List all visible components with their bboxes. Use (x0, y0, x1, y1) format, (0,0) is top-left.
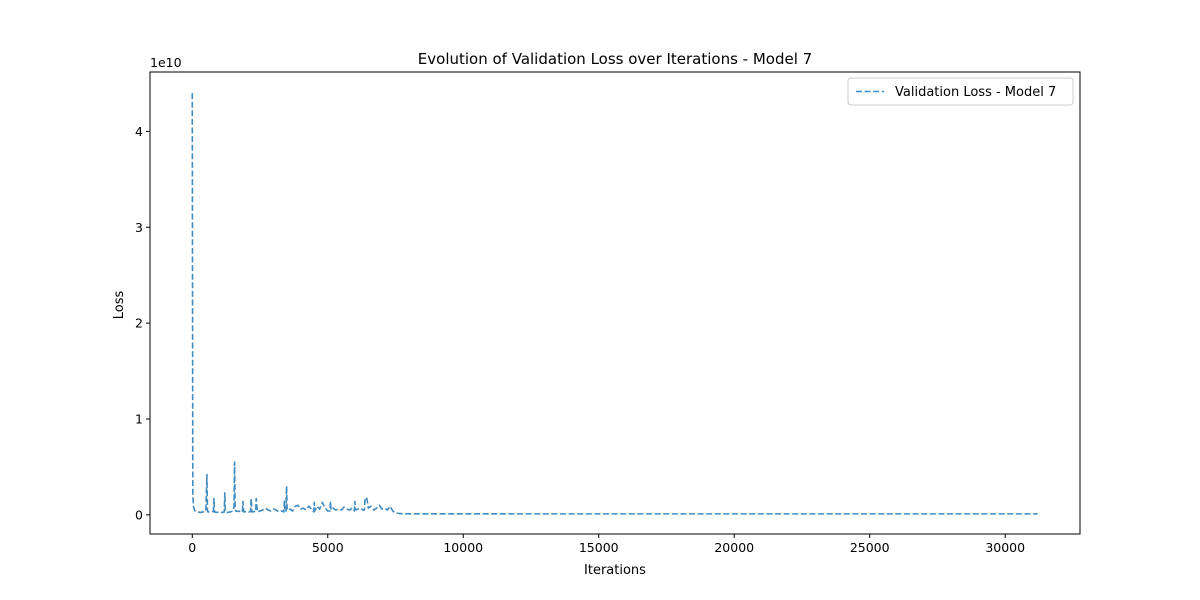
plot-area (191, 93, 1038, 515)
x-tick-label: 30000 (985, 540, 1025, 555)
x-tick-label: 15000 (579, 540, 619, 555)
legend-entry-label: Validation Loss - Model 7 (895, 85, 1056, 100)
legend: Validation Loss - Model 7 (847, 77, 1074, 106)
legend-box (847, 77, 1074, 106)
x-axis-label: Iterations (584, 563, 646, 578)
y-scale-label: 1e10 (150, 55, 182, 70)
x-tick-label: 20000 (714, 540, 754, 555)
y-tick-label: 3 (135, 220, 143, 235)
y-tick-label: 2 (135, 316, 143, 331)
y-axis-label: Loss (112, 291, 127, 320)
y-tick-label: 0 (135, 507, 143, 522)
x-tick-label: 0 (188, 540, 196, 555)
x-axis: 0 5000 10000 15000 20000 25000 30000 (188, 534, 1025, 555)
axes-frame (149, 71, 1081, 535)
x-tick-label: 25000 (850, 540, 890, 555)
x-tick-label: 5000 (312, 540, 344, 555)
x-tick-label: 10000 (443, 540, 483, 555)
y-tick-label: 4 (135, 124, 143, 139)
y-tick-label: 1 (135, 411, 143, 426)
y-axis: 0 1 2 3 4 (135, 124, 150, 522)
chart-title: Evolution of Validation Loss over Iterat… (418, 50, 812, 68)
series-line-0 (191, 93, 1038, 515)
